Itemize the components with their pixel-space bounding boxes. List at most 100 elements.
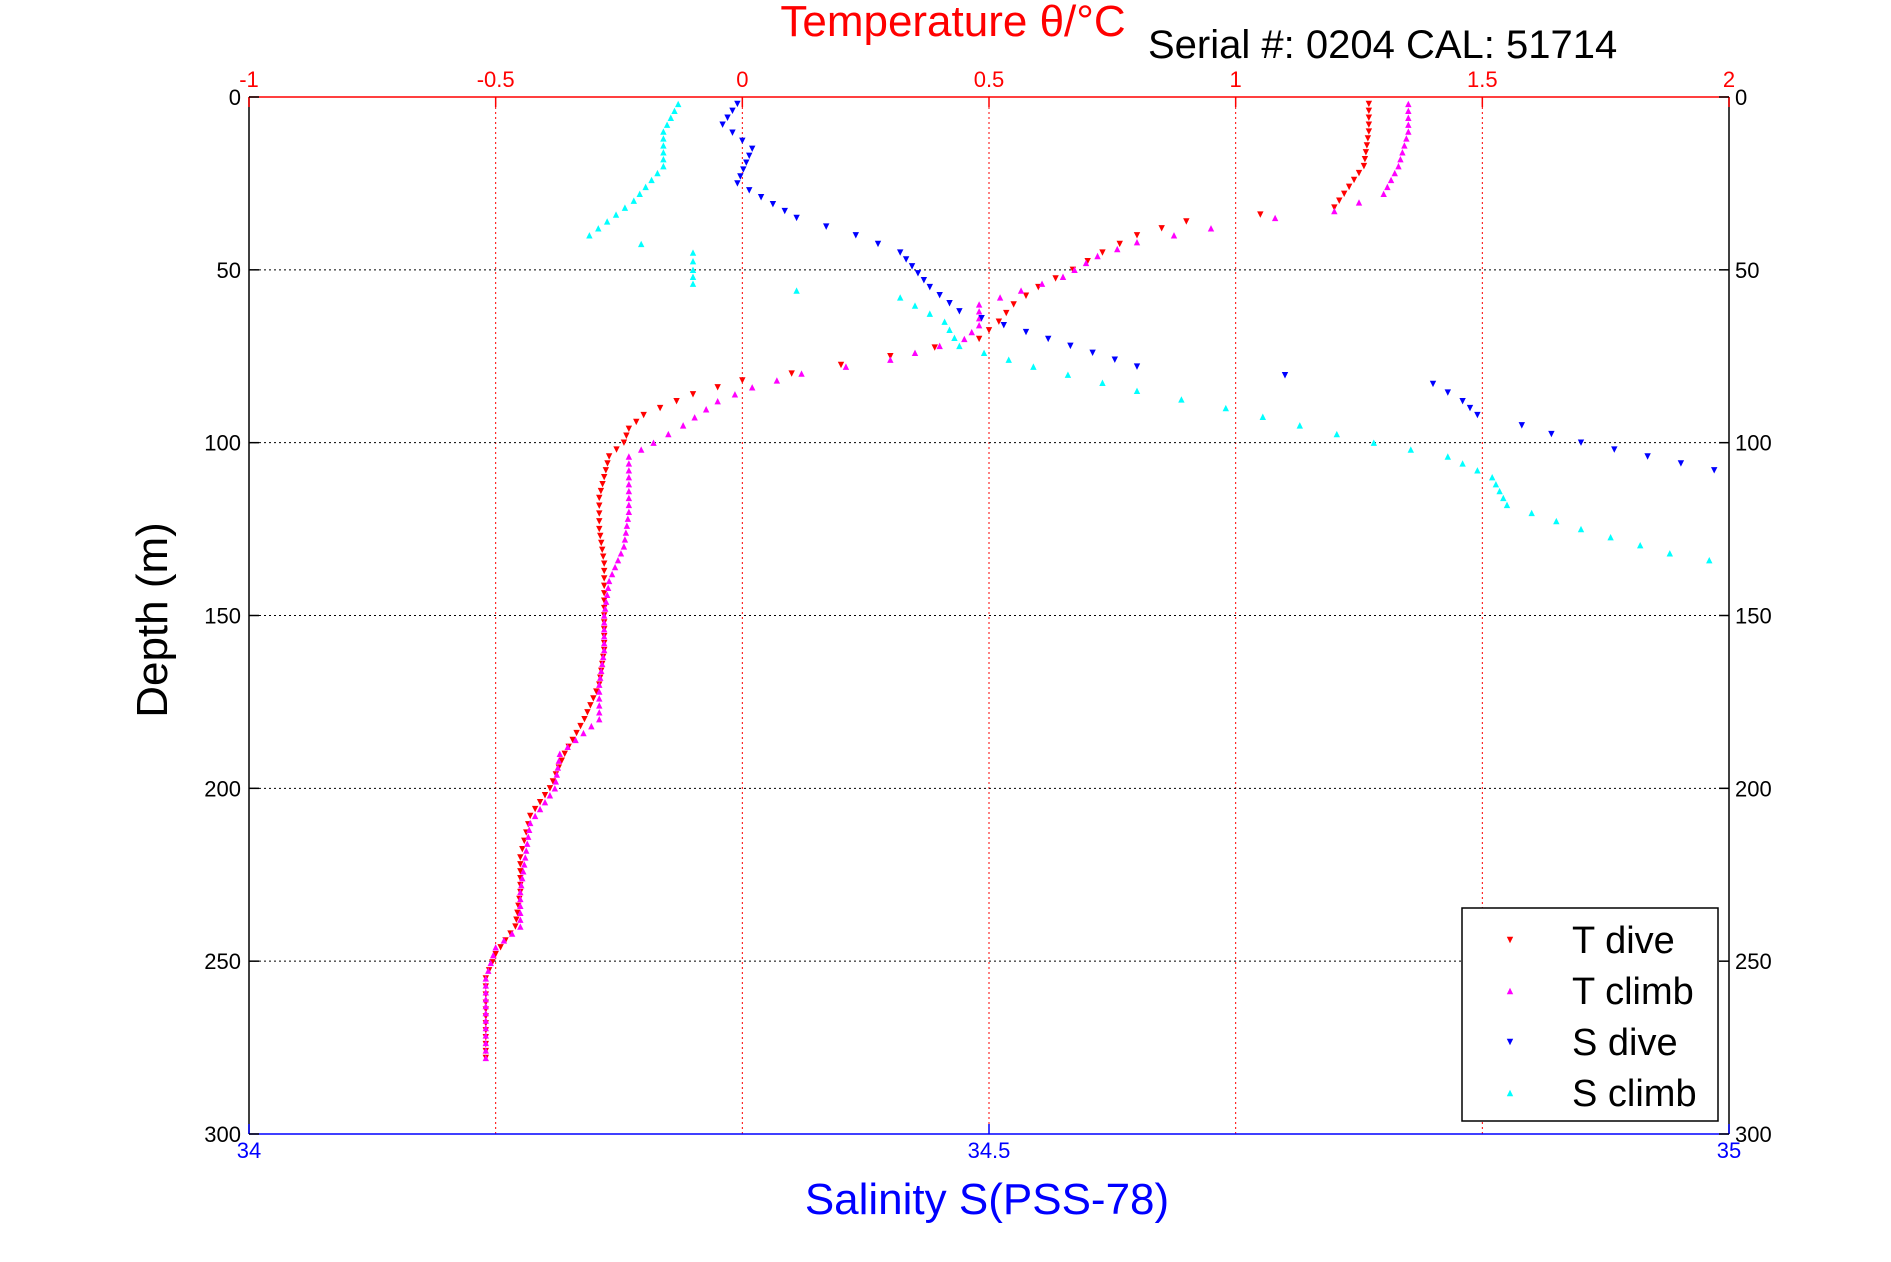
data-point — [1183, 218, 1190, 225]
data-point — [1405, 114, 1412, 121]
data-point — [608, 570, 616, 578]
data-point — [636, 190, 643, 197]
data-point — [1459, 460, 1466, 467]
data-point — [769, 200, 777, 208]
data-point — [746, 152, 753, 159]
series-t-climb — [482, 100, 1412, 1062]
data-point — [887, 353, 894, 360]
data-point — [485, 967, 492, 974]
data-point — [482, 1039, 489, 1047]
data-point — [523, 847, 530, 854]
depth-tick-label-left: 300 — [204, 1122, 241, 1147]
data-point — [1474, 411, 1481, 419]
data-point — [598, 539, 605, 547]
data-point — [691, 414, 698, 421]
data-point — [601, 619, 608, 626]
data-point — [554, 764, 562, 771]
data-point — [1099, 379, 1106, 386]
data-point — [596, 716, 603, 723]
data-point — [1644, 453, 1651, 460]
data-point — [1365, 107, 1373, 115]
data-point — [508, 930, 516, 937]
data-point — [1030, 363, 1037, 370]
temperature-ticks: -1 -0.5 0 0.5 1 1.5 2 — [239, 67, 1735, 107]
grid-lines — [249, 97, 1729, 1134]
data-point — [931, 344, 938, 351]
data-point — [911, 349, 919, 356]
data-point — [946, 326, 953, 333]
data-point — [573, 729, 580, 737]
data-point — [482, 1032, 489, 1039]
data-point — [590, 695, 597, 702]
data-point — [1370, 439, 1377, 446]
data-point — [552, 778, 560, 785]
data-point — [1380, 190, 1387, 197]
legend-label: T climb — [1572, 971, 1694, 1013]
data-point — [671, 107, 678, 115]
data-point — [551, 785, 559, 792]
salinity-tick-label: 34 — [237, 1138, 261, 1163]
data-point — [914, 270, 922, 277]
data-point — [729, 107, 736, 115]
data-point — [536, 805, 544, 813]
data-point — [660, 128, 667, 135]
data-point — [975, 335, 983, 343]
data-point — [625, 501, 633, 509]
temperature-tick-label: 0 — [736, 67, 748, 92]
data-point — [746, 187, 753, 194]
data-point — [1082, 259, 1090, 267]
data-point — [1577, 439, 1585, 446]
data-point — [1466, 404, 1474, 412]
data-point — [546, 792, 554, 799]
data-point — [1405, 128, 1412, 135]
data-point — [598, 667, 605, 675]
data-point — [517, 895, 524, 903]
data-point — [1405, 107, 1412, 115]
data-point — [1059, 273, 1067, 280]
data-point — [874, 240, 882, 248]
data-point — [536, 798, 544, 806]
data-point — [654, 169, 661, 177]
data-point — [665, 430, 672, 438]
legend-marker — [1506, 1089, 1514, 1097]
data-point — [580, 729, 587, 737]
data-point — [596, 709, 603, 716]
data-point — [660, 162, 667, 170]
data-point — [719, 121, 726, 128]
data-point — [995, 318, 1003, 325]
depth-tick-label-right: 250 — [1735, 949, 1772, 974]
data-point — [793, 287, 800, 294]
data-point — [1496, 487, 1503, 495]
data-point — [1222, 404, 1229, 412]
data-point — [1000, 321, 1007, 329]
data-point — [1259, 413, 1266, 420]
data-point — [601, 646, 608, 654]
depth-tick-label-left: 200 — [204, 776, 241, 801]
data-point — [531, 805, 539, 813]
data-point — [1387, 176, 1395, 184]
data-point — [602, 467, 610, 474]
data-point — [1666, 550, 1673, 557]
data-point — [1355, 199, 1363, 206]
data-point — [605, 453, 613, 460]
data-point — [1133, 238, 1141, 246]
data-point — [482, 982, 489, 989]
data-point — [621, 536, 629, 543]
data-point — [623, 432, 630, 439]
temperature-tick-label: 1.5 — [1467, 67, 1498, 92]
data-point — [614, 556, 622, 564]
data-point — [1017, 287, 1025, 294]
data-point — [788, 370, 795, 377]
data-point — [482, 975, 489, 982]
data-point — [596, 510, 603, 517]
data-point — [622, 529, 630, 536]
data-point — [1637, 542, 1644, 549]
data-point — [897, 294, 904, 301]
data-point — [1577, 525, 1585, 533]
data-point — [926, 283, 933, 291]
legend-marker — [1506, 936, 1514, 944]
depth-tick-label-left: 150 — [204, 604, 241, 629]
data-point — [527, 819, 534, 827]
data-point — [1133, 387, 1141, 395]
data-point — [920, 277, 928, 284]
